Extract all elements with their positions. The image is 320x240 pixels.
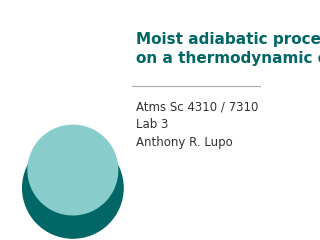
Circle shape bbox=[28, 125, 118, 215]
Text: Atms Sc 4310 / 7310
Lab 3
Anthony R. Lupo: Atms Sc 4310 / 7310 Lab 3 Anthony R. Lup… bbox=[136, 100, 258, 149]
Circle shape bbox=[23, 138, 123, 238]
Text: Moist adiabatic processes
on a thermodynamic chart.: Moist adiabatic processes on a thermodyn… bbox=[136, 32, 320, 66]
